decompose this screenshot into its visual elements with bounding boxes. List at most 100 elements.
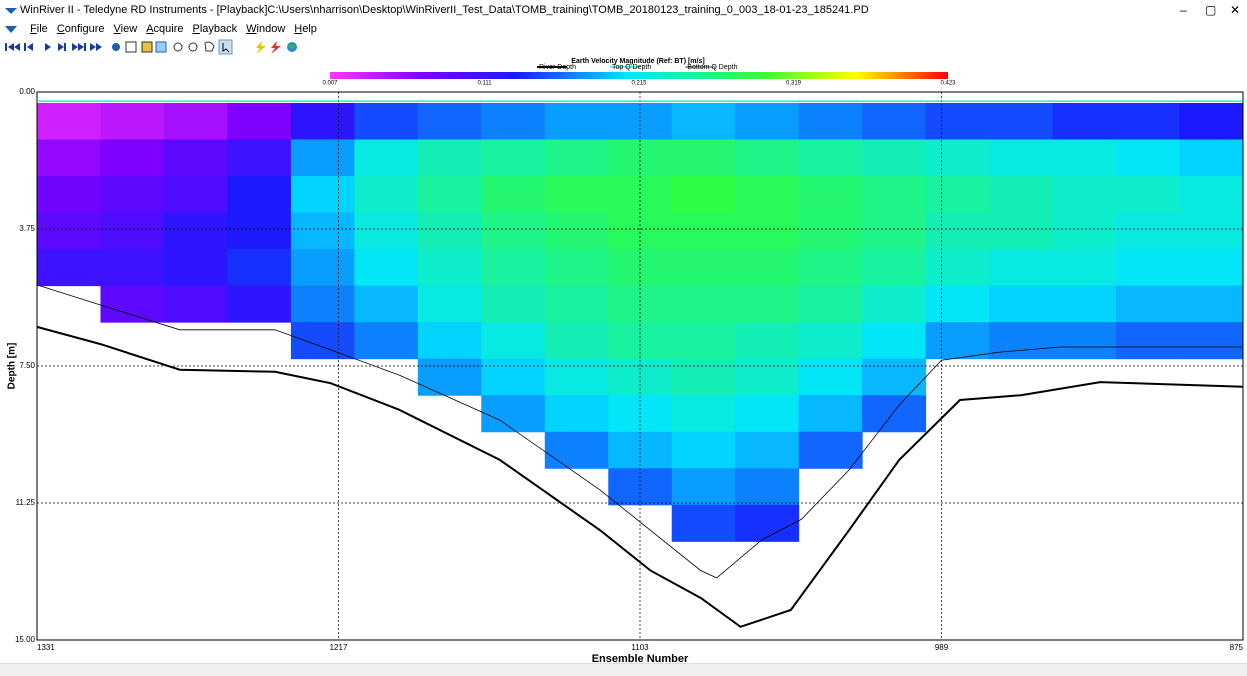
heatmap-cell [227, 285, 292, 323]
window-title: WinRiver II - Teledyne RD Instruments - … [20, 4, 869, 16]
heatmap-cell [1179, 285, 1244, 323]
heatmap-cell [354, 322, 419, 360]
heatmap-cell [290, 139, 355, 177]
heatmap-cell [37, 212, 101, 250]
heatmap-cell [925, 176, 990, 214]
heatmap-cell [1179, 102, 1244, 140]
heatmap-cell [798, 431, 863, 469]
menu-item[interactable]: Acquire [146, 23, 184, 35]
heatmap-cell [163, 285, 228, 323]
heatmap-cell [1052, 102, 1117, 140]
menu-item[interactable]: Window [246, 23, 286, 35]
heatmap-cell [481, 139, 546, 177]
maximize-button[interactable]: ▢ [1205, 3, 1217, 17]
plot-border [36, 91, 1244, 641]
close-button[interactable]: ✕ [1230, 3, 1241, 17]
heatmap-cell [608, 212, 673, 250]
x-axis-label: Ensemble Number [592, 653, 689, 663]
heatmap-cell [671, 504, 736, 542]
menu-bar: File Configure View Acquire Playback Window He… [0, 20, 1247, 38]
depth-line [36, 325, 1244, 628]
menu-item[interactable]: Configure [56, 23, 105, 35]
colorbar [330, 72, 948, 79]
heatmap-cell [798, 176, 863, 214]
heatmap-cell [354, 285, 419, 323]
heatmap-cell [671, 102, 736, 140]
legend-label: River Depth [539, 64, 576, 71]
heatmap-cell [544, 176, 609, 214]
heatmap-cell [100, 285, 165, 323]
heatmap-cell [925, 249, 990, 287]
minimize-button[interactable]: – [1180, 3, 1187, 17]
heatmap-cell [481, 212, 546, 250]
heatmap-cell [100, 212, 165, 250]
toolbar-icons [5, 39, 297, 55]
y-tick-label: 15.00 [15, 635, 36, 644]
heatmap-cell [1179, 249, 1244, 287]
heatmap-cell [989, 249, 1054, 287]
heatmap-cell [798, 212, 863, 250]
heatmap-cell [925, 285, 990, 323]
heatmap-cell [100, 102, 165, 140]
heatmap-cell [1116, 322, 1181, 360]
heatmap-cell [671, 431, 736, 469]
toolbar [0, 38, 1247, 56]
heatmap-cell [544, 212, 609, 250]
heatmap-cell [481, 249, 546, 287]
heatmap-cell [735, 395, 800, 433]
heatmap-cell [671, 249, 736, 287]
heatmap-cell [989, 102, 1054, 140]
heatmap-cell [735, 358, 800, 396]
heatmap-cell [1116, 139, 1181, 177]
heatmap-cell [544, 285, 609, 323]
heatmap-cell [671, 468, 736, 506]
heatmap-cell [862, 322, 927, 360]
heatmap-cell [354, 212, 419, 250]
heatmap-cell [290, 249, 355, 287]
heatmap-cell [671, 322, 736, 360]
heatmap-cell [417, 358, 482, 396]
heatmap-cell [671, 139, 736, 177]
heatmap-cell [37, 139, 101, 177]
heatmap-cell [862, 249, 927, 287]
menu-item[interactable]: File [30, 23, 48, 35]
menu-item[interactable]: View [113, 23, 138, 35]
heatmap-cell [354, 102, 419, 140]
heatmap-cell [989, 139, 1054, 177]
heatmap-cell [735, 212, 800, 250]
heatmap-cell [1052, 139, 1117, 177]
heatmap-cell [544, 102, 609, 140]
heatmap-cell [862, 395, 927, 433]
menu-item[interactable]: Playback [192, 23, 238, 35]
heatmap-cell [671, 176, 736, 214]
heatmap-cell [798, 249, 863, 287]
heatmap-cell [481, 358, 546, 396]
colorbar-tick-label: 0.007 [322, 81, 338, 87]
heatmap-cell [1052, 249, 1117, 287]
heatmap-cell [481, 322, 546, 360]
heatmap-cell [1116, 285, 1181, 323]
legend-label: Bottom Q Depth [687, 64, 737, 71]
heatmap-cell [290, 176, 355, 214]
heatmap-cell [37, 176, 101, 214]
heatmap-cell [925, 139, 990, 177]
heatmap-cell [608, 468, 673, 506]
heatmap-cell [1116, 176, 1181, 214]
heatmap-cell [1052, 322, 1117, 360]
heatmap-cell [354, 249, 419, 287]
heatmap-cell [1116, 102, 1181, 140]
heatmap-cell [417, 285, 482, 323]
heatmap-cell [544, 395, 609, 433]
heatmap-cell [989, 322, 1054, 360]
heatmap-cell [1116, 249, 1181, 287]
heatmap-cell [1052, 176, 1117, 214]
heatmap-cell [671, 395, 736, 433]
heatmap-cell [163, 249, 228, 287]
menu-item[interactable]: Help [294, 23, 317, 35]
heatmap-cell [798, 395, 863, 433]
heatmap-cell [163, 102, 228, 140]
heatmap-cell [290, 285, 355, 323]
heatmap-cell [798, 102, 863, 140]
heatmap-cell [227, 102, 292, 140]
